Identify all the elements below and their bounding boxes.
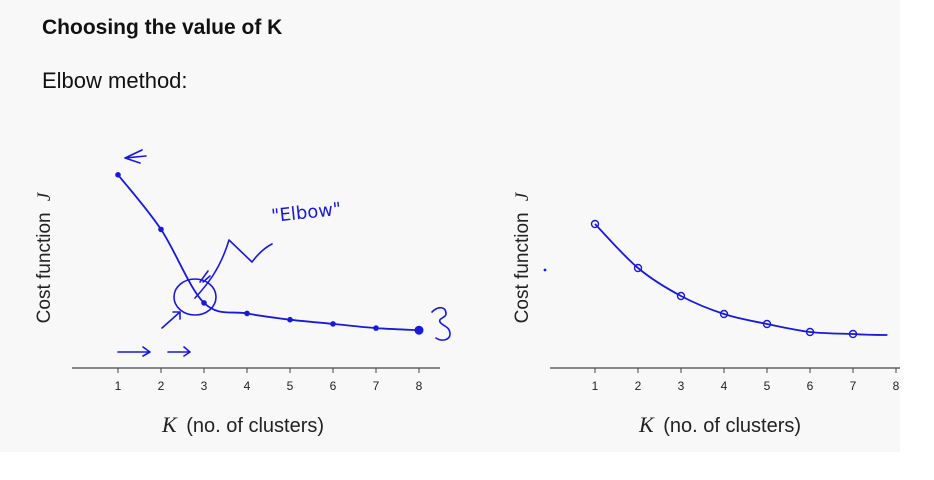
data-point <box>158 226 164 233</box>
x-tick-label: 6 <box>330 379 337 393</box>
x-tick-label: 8 <box>416 379 423 393</box>
data-point <box>762 319 772 329</box>
x-tick-label: 1 <box>115 379 122 393</box>
x-tick-label: 3 <box>678 379 685 393</box>
y-axis-label: Cost function J <box>512 191 533 323</box>
x-tick-label: 1 <box>592 379 599 393</box>
series-line <box>594 223 888 336</box>
chart-elbow: 1 2 3 4 5 6 7 8 Cost function J K (no. of clust… <box>34 149 451 437</box>
chart-smooth: 1 2 3 4 5 6 7 8 Cost function J K (no. of clust… <box>512 191 900 437</box>
data-point <box>201 300 207 306</box>
data-point <box>330 321 336 327</box>
series <box>590 219 888 339</box>
data-point <box>676 291 686 301</box>
data-point <box>115 172 121 178</box>
x-tick-label: 4 <box>721 379 728 393</box>
x-tick-label: 6 <box>807 379 814 393</box>
x-tick-label: 5 <box>764 379 771 393</box>
slide-subtitle: Elbow method: <box>42 68 188 93</box>
elbow-annotation: "Elbow" <box>270 199 342 227</box>
x-ticks: 1 2 3 4 5 6 7 8 <box>592 368 900 393</box>
x-tick-label: 2 <box>158 379 165 393</box>
x-axis-label: K (no. of clusters) <box>161 412 324 437</box>
data-point <box>287 316 293 323</box>
pen-pointer-icon <box>161 311 181 329</box>
data-point <box>414 325 424 335</box>
series-line <box>117 174 420 332</box>
x-tick-label: 3 <box>201 379 208 393</box>
pen-scribble-icon <box>431 306 451 341</box>
pen-tick-icon <box>199 270 211 283</box>
x-tick-label: 5 <box>287 379 294 393</box>
data-point <box>848 329 858 339</box>
data-point <box>373 325 379 331</box>
data-point <box>590 219 600 229</box>
pen-zigzag-icon <box>194 239 273 299</box>
data-point <box>719 309 729 319</box>
series <box>115 172 424 335</box>
x-tick-label: 4 <box>244 379 251 393</box>
x-ticks: 1 2 3 4 5 6 7 8 <box>115 368 423 393</box>
x-tick-label: 2 <box>635 379 642 393</box>
slide-title: Choosing the value of K <box>42 16 283 39</box>
x-tick-label: 8 <box>893 379 900 393</box>
x-axis-label: K (no. of clusters) <box>638 412 801 437</box>
data-point <box>633 263 643 273</box>
x-tick-label: 7 <box>373 379 380 393</box>
y-axis-label: Cost function J <box>34 191 55 323</box>
x-tick-label: 7 <box>850 379 857 393</box>
pen-double-arrow-icon <box>117 346 191 357</box>
elbow-circle-icon <box>173 278 217 316</box>
slide: Choosing the value of K Elbow method: <box>42 16 283 93</box>
data-point <box>244 310 250 317</box>
pen-arrow-icon <box>124 149 147 164</box>
data-point <box>805 327 815 337</box>
pen-dot-icon <box>543 268 547 272</box>
